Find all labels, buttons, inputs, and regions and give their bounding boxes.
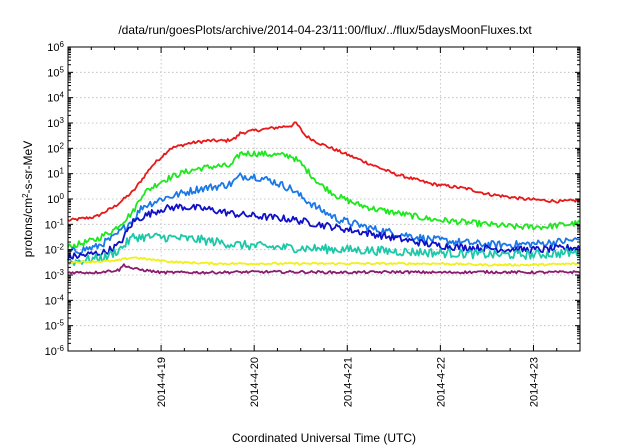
- grid: [68, 47, 580, 351]
- series-layer: [67, 121, 581, 275]
- ticks: 10-6 10-5 10-4 10-3 10-2 10-1 100 101 102 103 104 1…: [45, 40, 581, 407]
- y-tick-label: 10-3: [45, 268, 65, 283]
- y-tick-label: 105: [47, 65, 64, 80]
- y-tick-label: 106: [47, 40, 64, 55]
- x-tick-label: 2014-4-21: [342, 357, 354, 407]
- x-tick-label: 2014-4-19: [156, 357, 168, 407]
- series-line-3: [67, 172, 581, 255]
- y-tick-label: 102: [47, 141, 64, 156]
- y-tick-label: 100: [47, 192, 64, 207]
- chart-title: /data/run/goesPlots/archive/2014-04-23/1…: [118, 23, 532, 37]
- y-axis-label: protons/cm2-s-sr-MeV: [21, 141, 36, 257]
- series-line-1: [67, 121, 581, 222]
- y-axis-label-rest: -s-sr-MeV: [21, 141, 35, 194]
- y-tick-label: 10-2: [45, 242, 65, 257]
- x-tick-label: 2014-4-23: [528, 357, 540, 407]
- y-tick-label: 10-4: [45, 293, 65, 308]
- series-line-5: [67, 232, 581, 267]
- y-tick-label: 103: [47, 116, 64, 131]
- series-line-6: [67, 256, 581, 267]
- series-line-7: [67, 263, 581, 275]
- y-tick-label: 10-1: [45, 217, 65, 232]
- y-tick-label: 10-5: [45, 318, 65, 333]
- x-tick-label: 2014-4-20: [249, 357, 261, 407]
- y-tick-label: 101: [47, 166, 64, 181]
- y-tick-label: 104: [47, 90, 64, 105]
- y-tick-label: 10-6: [45, 344, 65, 359]
- series-line-4: [67, 203, 581, 261]
- series-line-2: [67, 150, 581, 250]
- x-axis-label: Coordinated Universal Time (UTC): [232, 431, 416, 445]
- y-axis-label-group: protons/cm2-s-sr-MeV: [21, 141, 36, 257]
- y-axis-label-main: protons/cm: [21, 198, 35, 257]
- x-tick-label: 2014-4-22: [435, 357, 447, 407]
- y-axis-label-sup: 2: [21, 193, 30, 198]
